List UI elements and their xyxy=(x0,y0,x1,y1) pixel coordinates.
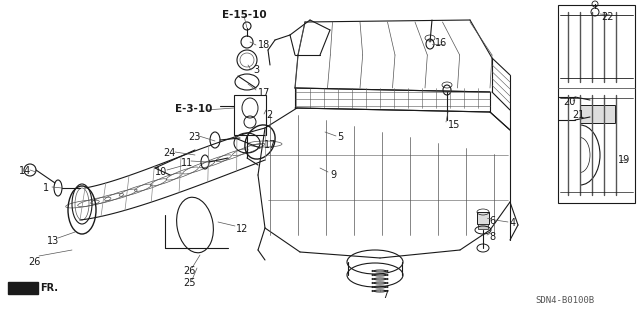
Bar xyxy=(234,95,266,135)
Text: 19: 19 xyxy=(618,155,630,165)
Text: 11: 11 xyxy=(181,158,193,168)
Polygon shape xyxy=(8,282,38,294)
Text: 5: 5 xyxy=(337,132,343,142)
Text: 26: 26 xyxy=(28,257,40,267)
Text: 4: 4 xyxy=(510,218,516,228)
Text: 2: 2 xyxy=(266,110,272,120)
Text: 7: 7 xyxy=(382,290,388,300)
Text: 12: 12 xyxy=(236,224,248,234)
Text: 13: 13 xyxy=(47,236,60,246)
Text: 15: 15 xyxy=(448,120,460,130)
Bar xyxy=(477,212,489,224)
Text: 9: 9 xyxy=(330,170,336,180)
Text: 8: 8 xyxy=(489,232,495,242)
Text: 17: 17 xyxy=(264,140,276,150)
Text: 17: 17 xyxy=(258,88,270,98)
Text: 3: 3 xyxy=(253,65,259,75)
Text: 25: 25 xyxy=(183,278,195,288)
Text: 1: 1 xyxy=(43,183,49,193)
Text: 6: 6 xyxy=(489,216,495,226)
Text: E-15-10: E-15-10 xyxy=(222,10,267,20)
Text: FR.: FR. xyxy=(40,283,58,293)
Bar xyxy=(558,5,635,203)
Text: SDN4-B0100B: SDN4-B0100B xyxy=(535,296,594,305)
Text: 26: 26 xyxy=(183,266,195,276)
Bar xyxy=(580,105,615,123)
Text: 16: 16 xyxy=(435,38,447,48)
Text: 24: 24 xyxy=(163,148,175,158)
Text: 10: 10 xyxy=(155,167,167,177)
Text: 21: 21 xyxy=(572,110,584,120)
Bar xyxy=(478,224,488,229)
Text: 22: 22 xyxy=(601,12,614,22)
Text: 23: 23 xyxy=(188,132,200,142)
Text: 14: 14 xyxy=(19,166,31,176)
Text: E-3-10: E-3-10 xyxy=(175,104,212,114)
Text: 20: 20 xyxy=(563,97,575,107)
Text: 18: 18 xyxy=(258,40,270,50)
